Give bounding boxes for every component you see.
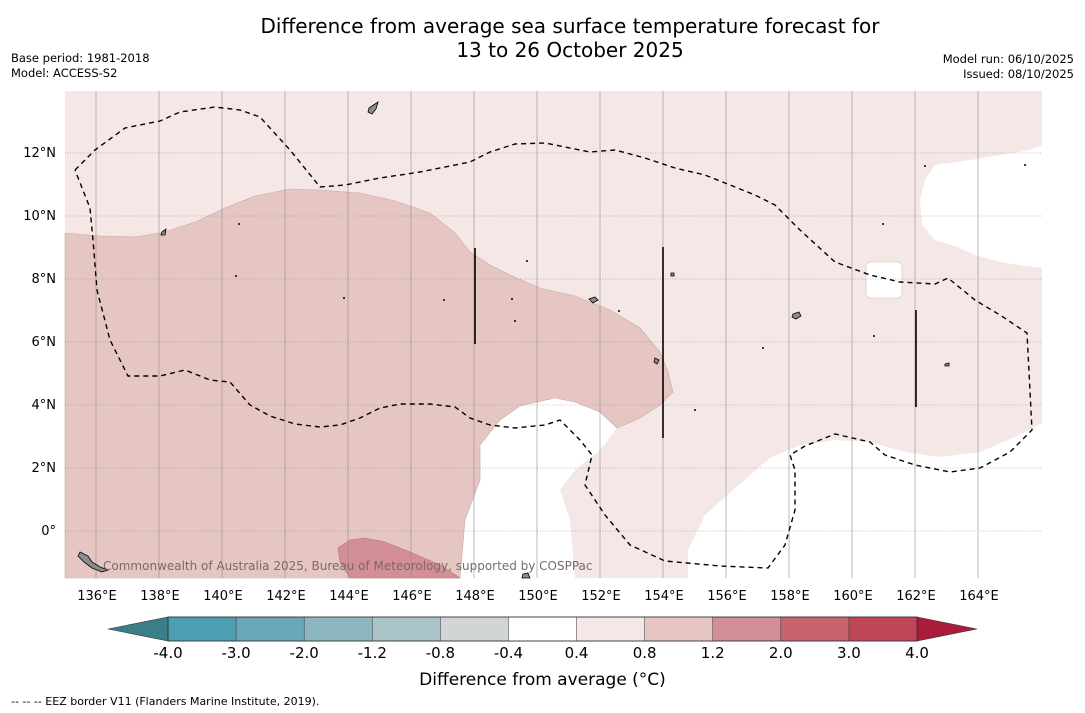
colorbar-segment — [848, 616, 918, 642]
colorbar-tick-label: -0.4 — [494, 644, 523, 662]
eez-border-dashed — [74, 106, 1033, 569]
neutral-anomaly-region-south — [460, 398, 617, 578]
x-tick-label: 150°E — [518, 589, 558, 604]
colorbar: -4.0 -3.0 -2.0 -1.2 -0.8 -0.4 0.4 0.8 1.2 2.0 3.0 4… — [107, 616, 978, 662]
eez-legend-note: -- -- -- EEZ border V11 (Flanders Marine… — [11, 695, 320, 708]
colorbar-tick-label: -2.0 — [290, 644, 319, 662]
x-tick-label: 146°E — [392, 589, 432, 604]
x-tick-label: 152°E — [581, 589, 621, 604]
colorbar-segment — [644, 616, 714, 642]
model-run: Model run: 06/10/2025 — [942, 52, 1074, 66]
y-tick-label: 8°N — [32, 272, 57, 287]
model-info: Base period: 1981-2018 Model: ACCESS-S2 — [11, 51, 150, 81]
colorbar-outline — [167, 616, 918, 642]
issued-date: Issued: 08/10/2025 — [963, 67, 1074, 81]
neutral-anomaly-patch — [865, 261, 903, 299]
strong-warm-anomaly-region — [337, 537, 462, 579]
warm-anomaly-region — [64, 188, 674, 579]
colorbar-tick-label: 1.2 — [701, 644, 725, 662]
colorbar-tick-label: 2.0 — [769, 644, 793, 662]
colorbar-segment — [440, 616, 510, 642]
colorbar-under-arrow — [107, 616, 169, 642]
colorbar-tick-label: -4.0 — [153, 644, 182, 662]
title-line-1: Difference from average sea surface temp… — [260, 14, 880, 38]
y-tick-label: 0° — [41, 524, 56, 539]
y-tick-label: 2°N — [32, 461, 57, 476]
colorbar-tick-label: 4.0 — [905, 644, 929, 662]
x-tick-label: 142°E — [266, 589, 306, 604]
x-tick-label: 158°E — [770, 589, 810, 604]
colorbar-segment — [508, 616, 578, 642]
map-title: Difference from average sea surface temp… — [170, 14, 970, 62]
neutral-anomaly-region-northeast — [920, 145, 1042, 268]
x-tick-label: 140°E — [203, 589, 243, 604]
eez-border-solid — [474, 247, 917, 438]
title-line-2: 13 to 26 October 2025 — [456, 38, 684, 62]
y-tick-label: 4°N — [32, 398, 57, 413]
colorbar-segment — [712, 616, 782, 642]
run-info: Model run: 06/10/2025 Issued: 08/10/2025 — [943, 52, 1074, 82]
x-tick-label: 156°E — [707, 589, 747, 604]
y-tick-label: 12°N — [23, 146, 56, 161]
x-tick-label: 164°E — [959, 589, 999, 604]
colorbar-segment — [372, 616, 441, 642]
neutral-anomaly-region-east — [688, 423, 1042, 578]
map-watermark: Commonwealth of Australia 2025, Bureau o… — [103, 559, 593, 573]
colorbar-tick-label: 0.4 — [565, 644, 589, 662]
x-tick-label: 160°E — [833, 589, 873, 604]
colorbar-tick-label: -1.2 — [358, 644, 387, 662]
x-tick-label: 162°E — [896, 589, 936, 604]
colorbar-segment — [167, 616, 237, 642]
colorbar-segment — [576, 616, 646, 642]
colorbar-over-arrow — [916, 616, 978, 642]
x-tick-label: 154°E — [644, 589, 684, 604]
x-tick-label: 148°E — [455, 589, 495, 604]
map-gridlines — [95, 91, 979, 578]
islets — [235, 164, 1026, 411]
base-period: Base period: 1981-2018 — [11, 51, 150, 65]
y-tick-label: 10°N — [23, 209, 56, 224]
x-tick-label: 138°E — [140, 589, 180, 604]
x-axis-ticks: 136°E 138°E 140°E 142°E 144°E 146°E 148°… — [77, 589, 999, 604]
y-axis-ticks: 12°N 10°N 8°N 6°N 4°N 2°N 0° — [23, 146, 56, 539]
map-latitude-gridlines — [65, 152, 1042, 532]
colorbar-segment — [780, 616, 850, 642]
x-tick-label: 136°E — [77, 589, 117, 604]
colorbar-tick-label: -0.8 — [426, 644, 455, 662]
y-tick-label: 6°N — [32, 335, 57, 350]
colorbar-tick-label: 0.8 — [633, 644, 657, 662]
islands — [77, 101, 950, 579]
x-tick-label: 144°E — [329, 589, 369, 604]
colorbar-tick-label: 3.0 — [837, 644, 861, 662]
colorbar-title: Difference from average (°C) — [419, 670, 666, 690]
model-name: Model: ACCESS-S2 — [11, 66, 118, 80]
colorbar-tick-label: -3.0 — [221, 644, 250, 662]
colorbar-segment — [303, 616, 373, 642]
colorbar-segment — [235, 616, 305, 642]
